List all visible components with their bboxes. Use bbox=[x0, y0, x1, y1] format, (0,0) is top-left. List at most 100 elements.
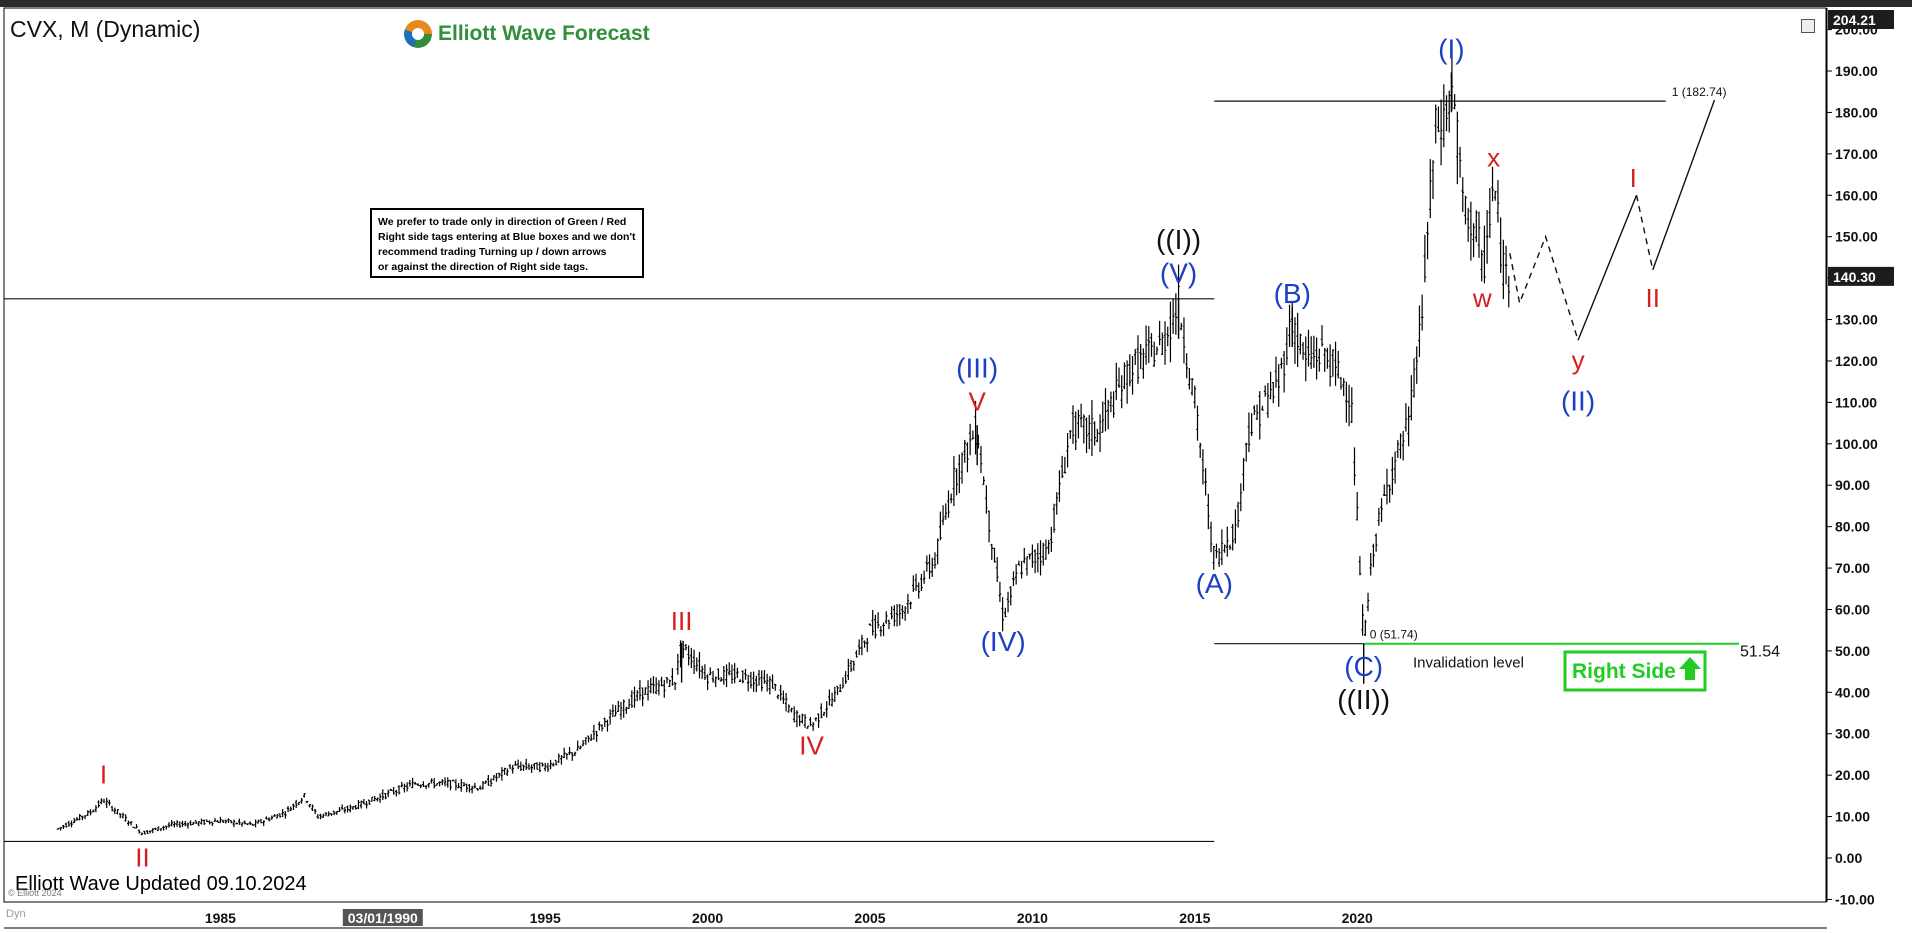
ohlc-bar bbox=[465, 783, 469, 793]
ohlc-bar bbox=[132, 826, 136, 829]
ohlc-bar bbox=[719, 676, 723, 682]
ohlc-bar bbox=[64, 822, 68, 828]
ohlc-bar bbox=[1393, 451, 1397, 484]
ohlc-bar bbox=[1315, 337, 1318, 380]
ohlc-bar bbox=[760, 670, 764, 692]
ohlc-bar bbox=[478, 785, 482, 790]
x-tick-label: 2000 bbox=[692, 910, 723, 926]
ohlc-bar bbox=[395, 790, 398, 797]
ohlc-bar bbox=[773, 683, 777, 691]
ohlc-bar bbox=[1434, 104, 1437, 144]
ohlc-bar bbox=[968, 423, 972, 456]
ohlc-bar bbox=[1074, 411, 1078, 451]
ohlc-bar bbox=[251, 823, 255, 826]
ohlc-bar bbox=[782, 690, 785, 704]
ohlc-bar bbox=[1169, 301, 1172, 363]
projection-path bbox=[1635, 195, 1654, 270]
ohlc-bar bbox=[906, 593, 910, 614]
ohlc-bar bbox=[210, 821, 214, 827]
ohlc-bar bbox=[1209, 521, 1213, 553]
ohlc-bar bbox=[267, 817, 271, 822]
ohlc-bar bbox=[936, 538, 939, 565]
ohlc-bar bbox=[443, 777, 447, 787]
ohlc-bar bbox=[584, 737, 588, 745]
ohlc-bar bbox=[56, 828, 60, 830]
ohlc-bar bbox=[1312, 335, 1316, 368]
ohlc-bar bbox=[576, 740, 579, 751]
ohlc-bar bbox=[205, 819, 209, 823]
ohlc-bar bbox=[246, 823, 249, 826]
maximize-icon[interactable] bbox=[1801, 19, 1815, 33]
ohlc-bar bbox=[1155, 346, 1159, 355]
ohlc-bar bbox=[795, 710, 799, 728]
ohlc-bar bbox=[324, 812, 328, 817]
ohlc-bar bbox=[990, 543, 994, 560]
ohlc-bar bbox=[771, 674, 774, 689]
ohlc-bar bbox=[871, 609, 875, 636]
ohlc-bar bbox=[1082, 414, 1086, 444]
ohlc-bar bbox=[1304, 336, 1308, 382]
ohlc-bar bbox=[841, 677, 845, 689]
ohlc-bar bbox=[173, 821, 176, 828]
ohlc-bar bbox=[1052, 503, 1056, 533]
ohlc-bar bbox=[606, 719, 609, 732]
ohlc-bar bbox=[1401, 430, 1405, 461]
ohlc-bar bbox=[1163, 321, 1167, 365]
ohlc-bar bbox=[278, 813, 282, 818]
ohlc-bar bbox=[1139, 343, 1142, 370]
ohlc-bar bbox=[422, 781, 425, 788]
ohlc-bar bbox=[630, 690, 634, 708]
ohlc-bar bbox=[757, 670, 761, 686]
ohlc-bar bbox=[828, 689, 831, 706]
ohlc-bar bbox=[370, 796, 374, 802]
ohlc-bar bbox=[1263, 385, 1267, 397]
ohlc-bar bbox=[1439, 99, 1443, 166]
ohlc-bar bbox=[1120, 375, 1124, 409]
wave-label: III bbox=[671, 606, 693, 636]
ohlc-bar bbox=[554, 759, 558, 766]
ohlc-bar bbox=[570, 752, 574, 761]
ohlc-bar bbox=[435, 782, 439, 786]
ohlc-bar bbox=[1266, 382, 1270, 418]
ohlc-bar bbox=[1236, 501, 1240, 528]
ohlc-bar bbox=[665, 677, 669, 684]
ohlc-bar bbox=[730, 664, 734, 684]
ohlc-bar bbox=[1115, 362, 1118, 401]
ohlc-bar bbox=[232, 819, 236, 828]
ohlc-bar bbox=[1285, 327, 1289, 366]
ohlc-bar bbox=[1077, 409, 1080, 439]
ohlc-bar bbox=[1320, 325, 1324, 347]
ohlc-bar bbox=[1353, 447, 1356, 486]
ohlc-bar bbox=[1485, 210, 1489, 264]
ohlc-bar bbox=[254, 819, 257, 828]
ohlc-bar bbox=[468, 784, 471, 793]
ohlc-bar bbox=[1060, 455, 1064, 478]
ohlc-bar bbox=[1488, 187, 1492, 239]
ohlc-bar bbox=[949, 493, 953, 504]
ohlc-bar bbox=[1096, 428, 1099, 443]
ohlc-bar bbox=[489, 778, 493, 787]
ohlc-bar bbox=[822, 711, 826, 717]
ohlc-bar bbox=[535, 762, 539, 771]
ohlc-bar bbox=[533, 762, 536, 770]
ohlc-bar bbox=[121, 812, 125, 819]
x-tick-label: 2015 bbox=[1179, 910, 1210, 926]
ohlc-bar bbox=[1483, 225, 1486, 284]
y-tick-label: 190.00 bbox=[1835, 63, 1878, 79]
ohlc-bar bbox=[595, 730, 598, 742]
ohlc-bar bbox=[1217, 548, 1221, 567]
ohlc-bar bbox=[562, 747, 566, 759]
ohlc-bar bbox=[1496, 180, 1500, 223]
ohlc-bar bbox=[657, 680, 661, 696]
ohlc-bar bbox=[389, 788, 393, 792]
ohlc-bar bbox=[692, 649, 696, 675]
right-side-tag[interactable] bbox=[1563, 650, 1707, 692]
ohlc-bar bbox=[511, 764, 515, 774]
ohlc-bar bbox=[952, 456, 956, 507]
invalidation-value: 51.54 bbox=[1740, 644, 1780, 661]
ohlc-bar bbox=[178, 821, 182, 828]
ohlc-bar bbox=[703, 664, 707, 680]
ohlc-bar bbox=[183, 820, 187, 827]
ohlc-bar bbox=[1133, 348, 1137, 366]
